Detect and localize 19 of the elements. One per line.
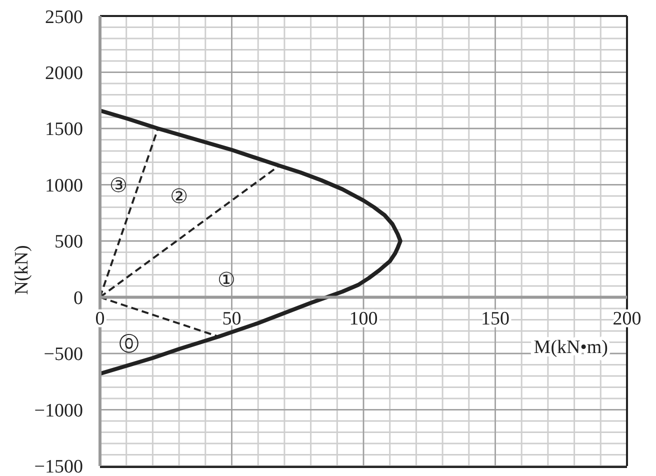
y-tick-label: 500 <box>54 232 83 253</box>
y-tick-label: 1500 <box>45 119 83 140</box>
y-tick-label: 2500 <box>45 6 83 28</box>
y-tick-label: 2000 <box>45 62 83 84</box>
y-tick-label: −500 <box>44 344 83 366</box>
x-tick-label: 150 <box>481 308 510 330</box>
y-tick-label: −1500 <box>34 456 83 476</box>
annotation: ② <box>170 184 188 208</box>
x-tick-label: 100 <box>349 308 378 330</box>
annotation: ③ <box>109 172 128 197</box>
y-tick-label: 0 <box>74 288 83 309</box>
y-tick-label: 1000 <box>45 175 83 196</box>
y-tick-label: −1000 <box>34 400 83 422</box>
annotation: ⓪ <box>118 331 139 356</box>
x-tick-label: 0 <box>95 308 105 330</box>
x-tick-label: 50 <box>222 308 242 330</box>
y-axis-title: N(kN) <box>12 245 32 295</box>
x-axis-title: M(kN•m) <box>534 336 608 358</box>
annotation: ① <box>218 267 236 292</box>
